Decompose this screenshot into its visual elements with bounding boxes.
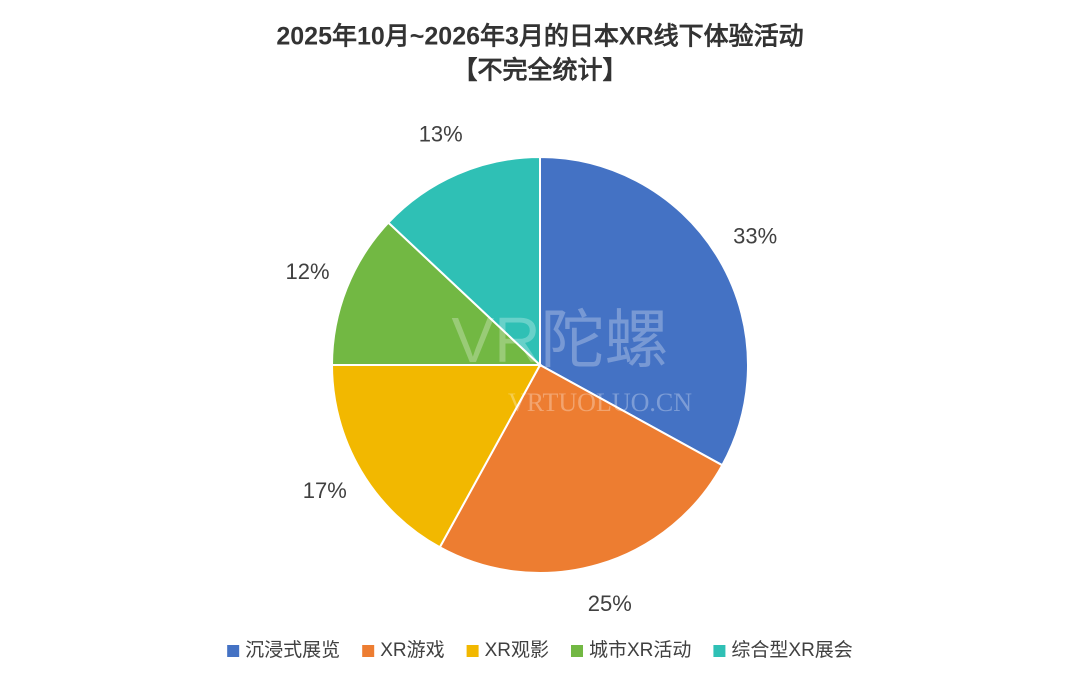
- legend-label: XR观影: [485, 639, 549, 661]
- legend-label: 综合型XR展会: [731, 639, 852, 661]
- pie-slice: [438, 363, 724, 574]
- data-label: 25%: [588, 591, 632, 616]
- legend-swatch: [227, 645, 240, 657]
- chart-subtitle: 【不完全统计】: [452, 56, 627, 85]
- legend: 沉浸式展览 XR游戏 XR观影 城市XR活动 综合型XR展会: [227, 639, 853, 661]
- pie: 33% 25% 17% 12% 13%: [286, 121, 778, 616]
- legend-label: 城市XR活动: [589, 639, 691, 661]
- data-label: 17%: [303, 478, 347, 503]
- legend-swatch: [713, 645, 726, 657]
- data-label: 12%: [286, 259, 330, 284]
- watermark: VR陀螺: [452, 304, 669, 376]
- chart-title: 2025年10月~2026年3月的日本XR线下体验活动: [276, 22, 803, 51]
- legend-swatch: [362, 645, 375, 657]
- legend-label: 沉浸式展览: [245, 639, 340, 661]
- legend-swatch: [466, 645, 479, 657]
- data-label: 13%: [419, 121, 463, 146]
- pie-slice: [330, 221, 543, 366]
- watermark: VRTUOLUO.CN: [508, 388, 692, 417]
- pie-slice: [539, 155, 749, 467]
- legend-swatch: [571, 645, 584, 657]
- data-label: 33%: [733, 224, 777, 249]
- pie-slice: [386, 155, 541, 368]
- pie-slice: [330, 364, 542, 549]
- legend-label: XR游戏: [380, 639, 444, 661]
